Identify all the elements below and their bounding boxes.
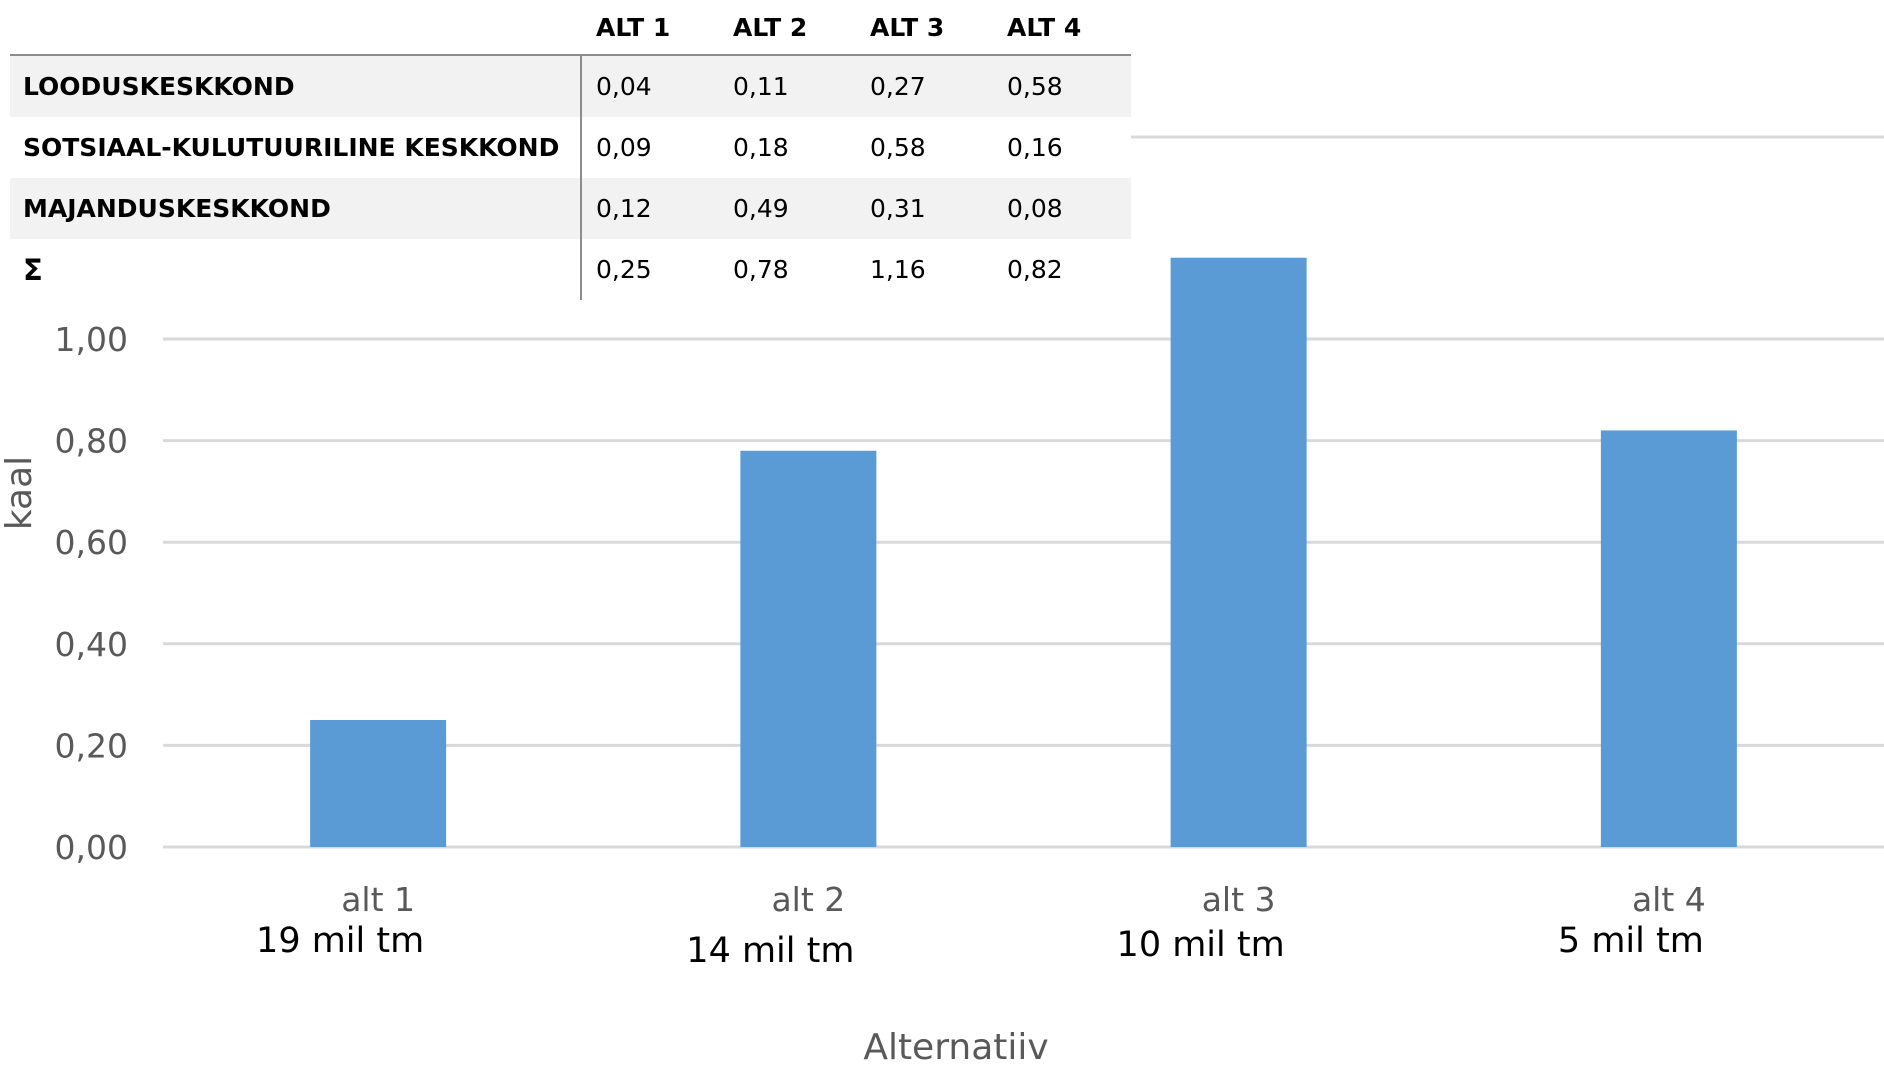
row-label: MAJANDUSKESKKOND bbox=[10, 178, 582, 239]
row-label: LOODUSKESKKOND bbox=[10, 56, 582, 117]
bar-annotation: 14 mil tm bbox=[686, 931, 854, 971]
table-row: MAJANDUSKESKKOND 0,12 0,49 0,31 0,08 bbox=[10, 178, 1131, 239]
column-header: ALT 1 bbox=[596, 12, 671, 42]
column-header: ALT 3 bbox=[870, 12, 945, 42]
cell-value: 0,04 bbox=[596, 72, 652, 101]
sum-value: 0,82 bbox=[1007, 255, 1063, 284]
y-tick-label: 0,60 bbox=[55, 523, 128, 562]
bar-annotation: 5 mil tm bbox=[1558, 921, 1704, 961]
column-header: ALT 2 bbox=[733, 12, 808, 42]
table-sum-row: Σ 0,25 0,78 1,16 0,82 bbox=[10, 239, 1131, 300]
x-category-labels: alt 1 alt 2 alt 3 alt 4 bbox=[341, 880, 1706, 919]
bar bbox=[1170, 257, 1307, 848]
y-tick-label: 0,20 bbox=[55, 726, 128, 765]
x-tick-label: alt 1 bbox=[341, 880, 415, 919]
y-tick-label: 1,00 bbox=[55, 320, 128, 359]
x-tick-label: alt 4 bbox=[1632, 880, 1706, 919]
cell-value: 0,58 bbox=[1007, 72, 1063, 101]
bar-annotation: 10 mil tm bbox=[1117, 925, 1285, 965]
bar-annotations: 19 mil tm 14 mil tm 10 mil tm 5 mil tm bbox=[256, 921, 1704, 971]
cell-value: 0,18 bbox=[733, 133, 789, 162]
table-row: LOODUSKESKKOND 0,04 0,11 0,27 0,58 bbox=[10, 56, 1131, 117]
y-tick-label: 0,80 bbox=[55, 422, 128, 461]
cell-value: 0,11 bbox=[733, 72, 789, 101]
bar bbox=[740, 450, 877, 847]
sum-value: 0,78 bbox=[733, 255, 789, 284]
x-tick-label: alt 2 bbox=[771, 880, 845, 919]
cell-value: 0,16 bbox=[1007, 133, 1063, 162]
y-tick-label: 0,40 bbox=[55, 625, 128, 664]
bar bbox=[310, 720, 447, 847]
summary-table: ALT 1 ALT 2 ALT 3 ALT 4 LOODUSKESKKOND 0… bbox=[10, 0, 1131, 300]
cell-value: 0,09 bbox=[596, 133, 652, 162]
bar bbox=[1600, 430, 1737, 847]
column-header: ALT 4 bbox=[1007, 12, 1082, 42]
sum-value: 0,25 bbox=[596, 255, 652, 284]
cell-value: 0,49 bbox=[733, 194, 789, 223]
cell-value: 0,31 bbox=[870, 194, 926, 223]
sum-value: 1,16 bbox=[870, 255, 926, 284]
gridlines bbox=[163, 337, 1884, 849]
cell-value: 0,58 bbox=[870, 133, 926, 162]
sum-row-label: Σ bbox=[10, 239, 582, 300]
cell-value: 0,08 bbox=[1007, 194, 1063, 223]
bars bbox=[310, 257, 1737, 848]
x-axis-title: Alternatiiv bbox=[863, 1027, 1048, 1065]
table-row: SOTSIAAL-KULUTUURILINE KESKKOND 0,09 0,1… bbox=[10, 117, 1131, 178]
y-tick-labels: 0,00 0,20 0,40 0,60 0,80 1,00 bbox=[55, 320, 128, 867]
cell-value: 0,12 bbox=[596, 194, 652, 223]
table-header-row: ALT 1 ALT 2 ALT 3 ALT 4 bbox=[10, 0, 1131, 56]
cell-value: 0,27 bbox=[870, 72, 926, 101]
x-tick-label: alt 3 bbox=[1202, 880, 1276, 919]
y-tick-label: 0,00 bbox=[55, 828, 128, 867]
bar-annotation: 19 mil tm bbox=[256, 921, 424, 961]
y-axis-title: kaal bbox=[0, 456, 40, 530]
table-header-corner bbox=[10, 0, 582, 54]
row-label: SOTSIAAL-KULUTUURILINE KESKKOND bbox=[10, 117, 582, 178]
